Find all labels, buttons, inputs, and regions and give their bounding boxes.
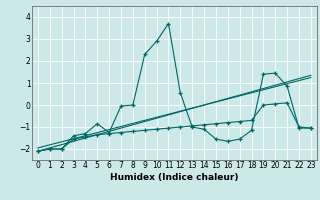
X-axis label: Humidex (Indice chaleur): Humidex (Indice chaleur) [110, 173, 239, 182]
